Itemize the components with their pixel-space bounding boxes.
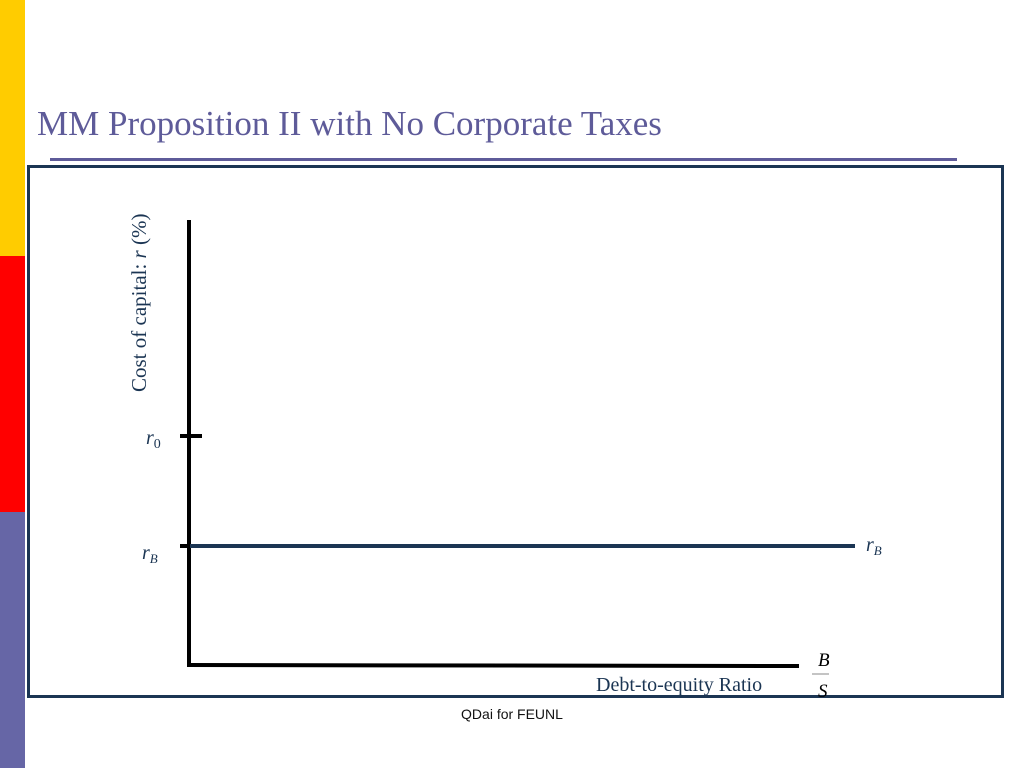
y-axis-label: Cost of capital: r (%)	[127, 214, 151, 392]
slide-title: MM Proposition II with No Corporate Taxe…	[37, 104, 662, 143]
fraction-numerator: B	[818, 650, 830, 671]
rb-line-label: rB	[866, 534, 882, 558]
r0-label: r0	[146, 427, 161, 452]
rb-tick-label: rB	[142, 542, 158, 566]
diagram-frame	[27, 165, 1004, 698]
x-axis-label: Debt-to-equity Ratio	[596, 674, 762, 696]
side-bar-red	[0, 256, 25, 512]
slide-footer: QDai for FEUNL	[461, 706, 563, 722]
x-axis	[186, 663, 800, 668]
fraction-denominator: S	[818, 681, 828, 702]
side-bar-yellow	[0, 0, 25, 256]
title-underline	[50, 158, 957, 161]
side-bar-purple	[0, 512, 25, 768]
